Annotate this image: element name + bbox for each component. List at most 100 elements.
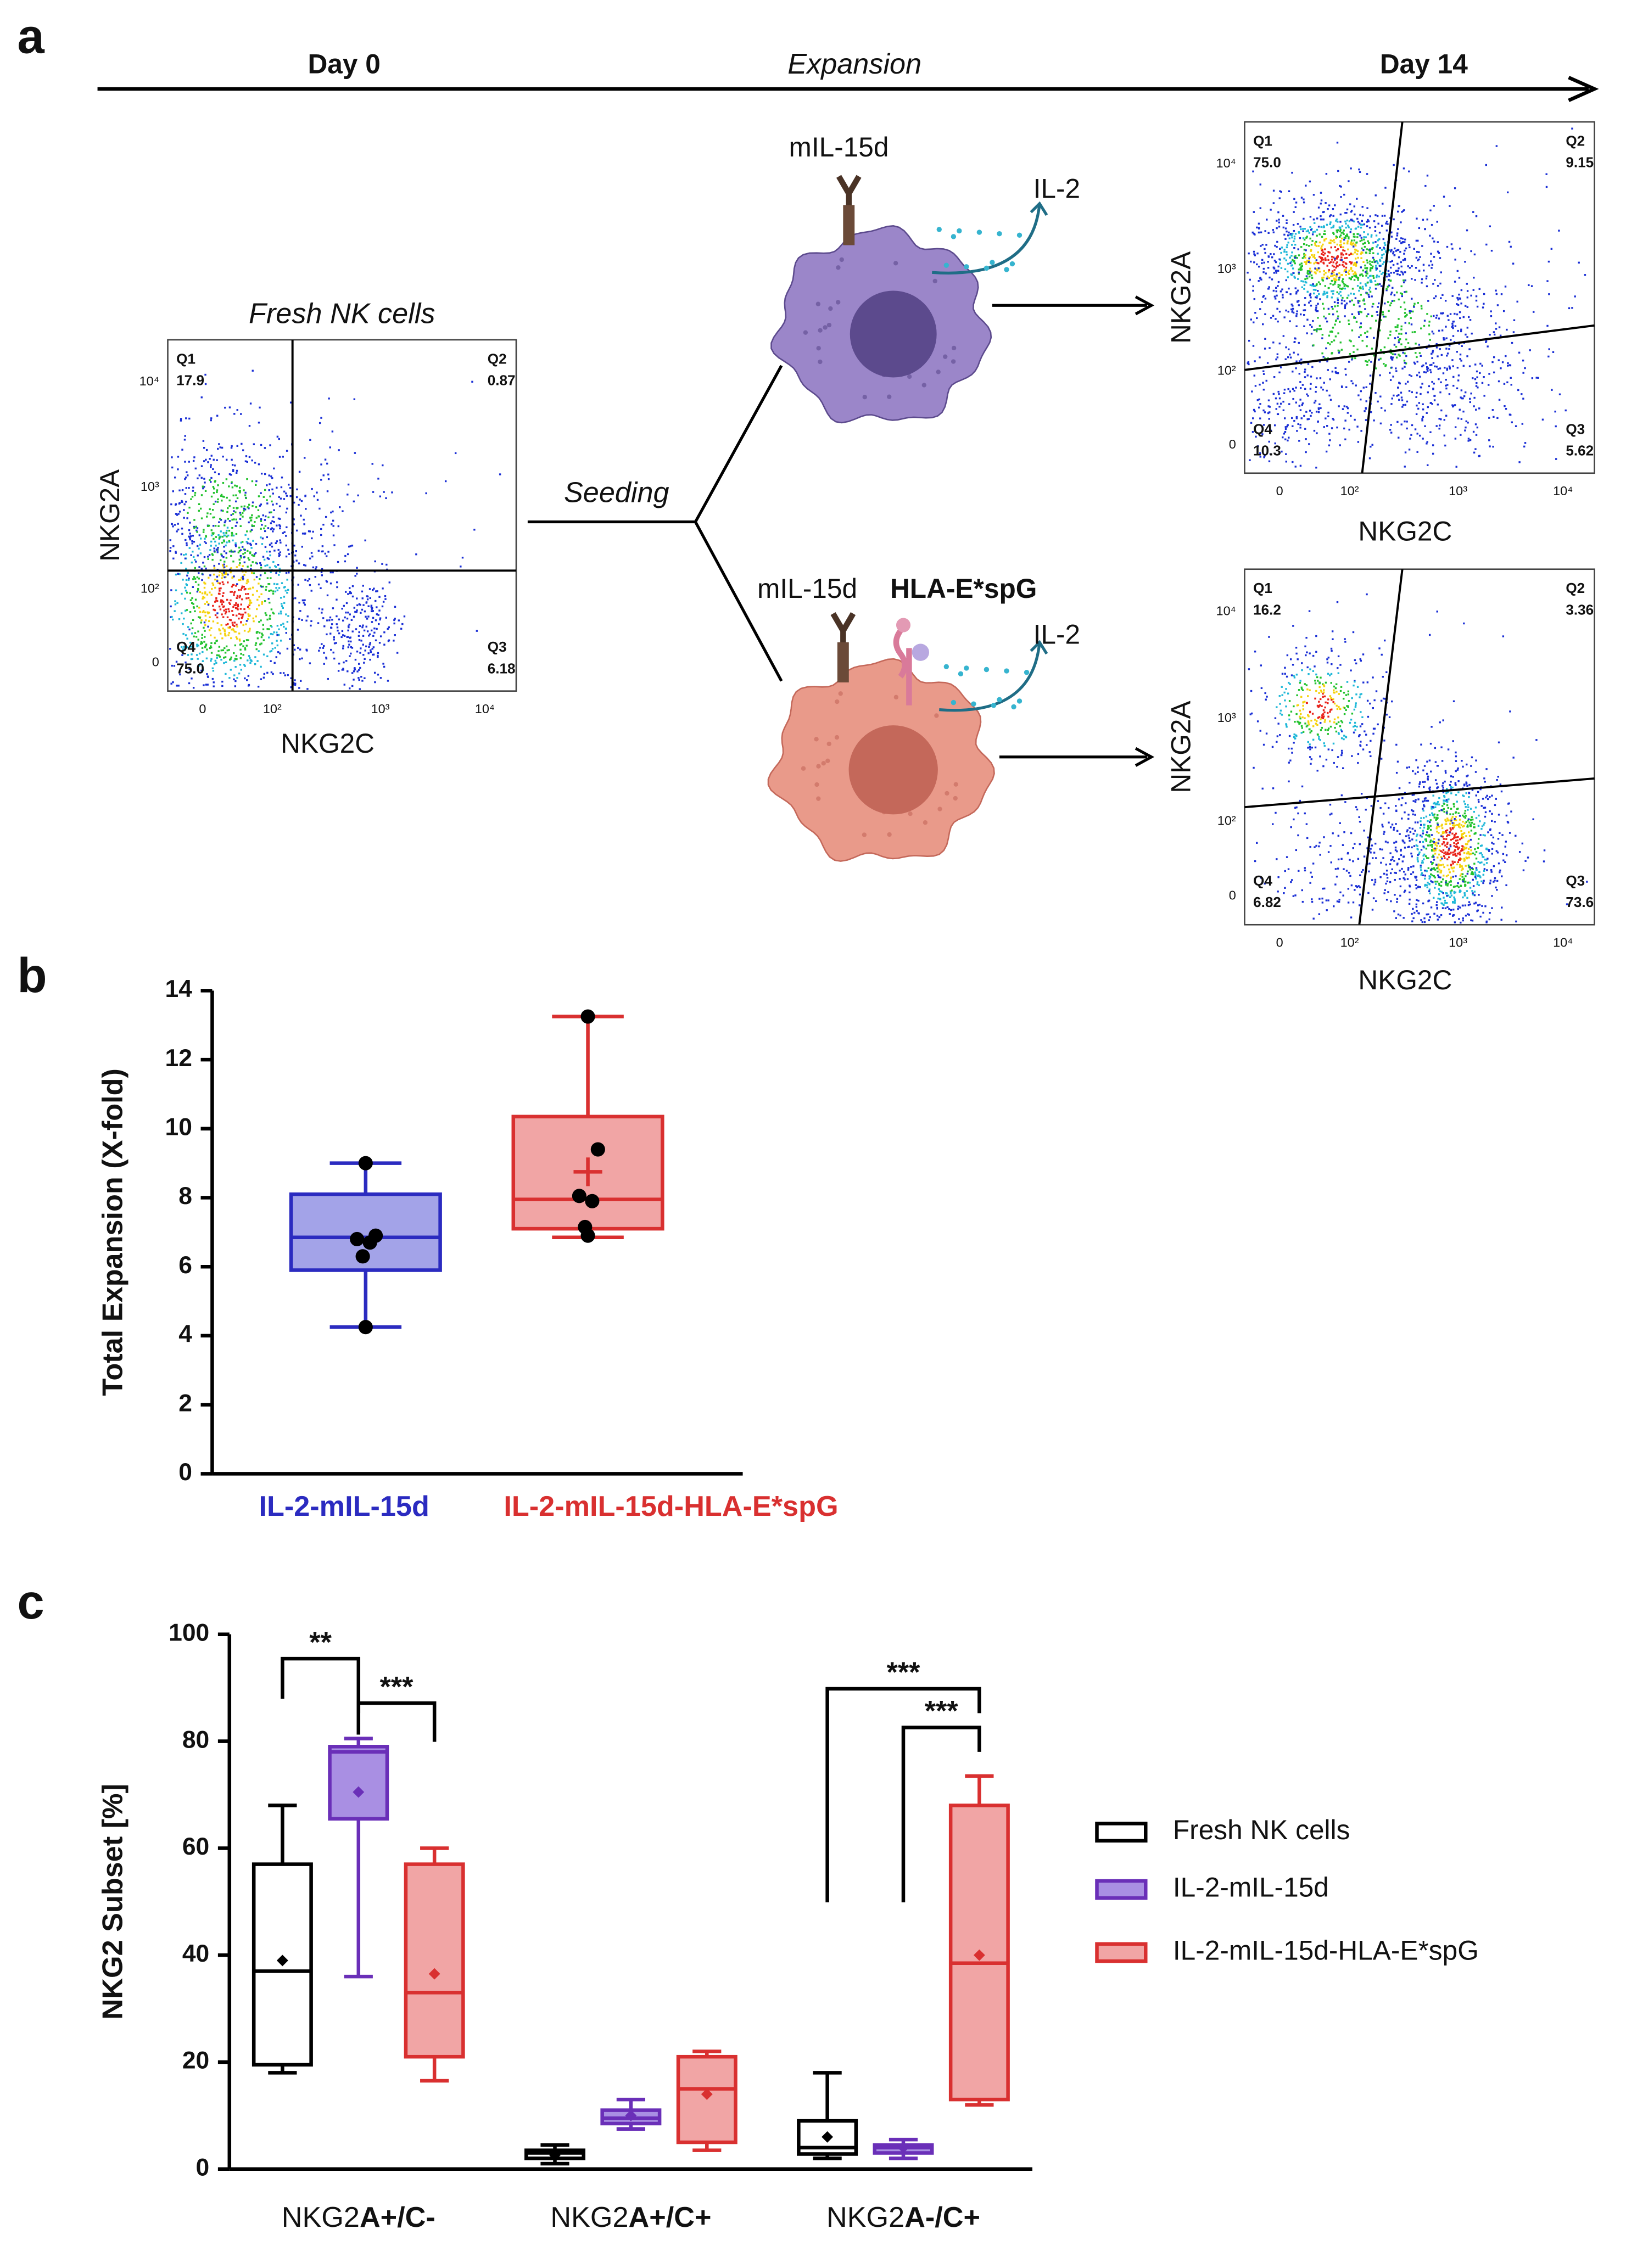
event-dot — [299, 610, 301, 612]
event-dot — [293, 518, 295, 520]
event-dot — [385, 617, 387, 619]
event-dot — [1339, 725, 1342, 727]
event-dot — [1338, 278, 1340, 281]
event-dot — [1418, 258, 1420, 261]
event-dot — [1485, 768, 1488, 770]
event-dot — [1252, 170, 1254, 172]
event-dot — [1430, 260, 1432, 262]
event-dot — [1338, 321, 1341, 323]
event-dot — [204, 490, 207, 492]
event-dot — [1471, 816, 1473, 819]
event-dot — [1338, 693, 1340, 695]
event-dot — [1310, 719, 1312, 722]
event-dot — [1432, 283, 1434, 285]
event-dot — [234, 544, 237, 546]
event-dot — [1279, 734, 1281, 736]
event-dot — [1430, 770, 1432, 772]
event-dot — [1423, 917, 1426, 920]
event-dot — [269, 617, 271, 620]
event-dot — [359, 667, 361, 669]
event-dot — [275, 656, 277, 658]
event-dot — [1348, 323, 1350, 326]
event-dot — [295, 529, 298, 532]
event-dot — [282, 607, 284, 609]
event-dot — [1315, 651, 1317, 653]
event-dot — [1339, 259, 1342, 261]
event-dot — [1323, 689, 1325, 691]
event-dot — [1359, 310, 1361, 313]
receptor-stalk — [843, 205, 855, 245]
event-dot — [1331, 290, 1333, 293]
event-dot — [1328, 334, 1331, 337]
event-dot — [235, 636, 238, 639]
event-dot — [1468, 914, 1470, 916]
event-dot — [375, 590, 377, 592]
event-dot — [377, 656, 379, 658]
event-dot — [247, 542, 249, 545]
event-dot — [1405, 332, 1407, 334]
event-dot — [1427, 391, 1429, 394]
event-dot — [1454, 845, 1457, 848]
event-dot — [1389, 349, 1392, 351]
event-dot — [1331, 331, 1333, 333]
event-dot — [1422, 416, 1424, 418]
event-dot — [1322, 276, 1325, 279]
event-dot — [1424, 838, 1426, 841]
event-dot — [1483, 376, 1485, 378]
event-dot — [1471, 756, 1473, 759]
event-dot — [1404, 366, 1406, 368]
event-dot — [1345, 222, 1347, 225]
event-dot — [1444, 819, 1446, 821]
event-dot — [239, 643, 242, 646]
event-dot — [274, 647, 276, 649]
event-dot — [1343, 270, 1346, 272]
event-dot — [1495, 293, 1498, 295]
event-dot — [1371, 444, 1373, 446]
event-dot — [271, 520, 273, 523]
event-dot — [1284, 438, 1287, 440]
event-dot — [1308, 245, 1310, 247]
event-dot — [264, 600, 266, 602]
event-dot — [1313, 254, 1316, 256]
event-dot — [1449, 205, 1451, 207]
event-dot — [1391, 260, 1393, 262]
event-dot — [1264, 692, 1266, 695]
event-dot — [1357, 394, 1360, 396]
event-dot — [246, 478, 248, 480]
event-dot — [1390, 432, 1393, 434]
event-dot — [1459, 317, 1461, 320]
event-dot — [1314, 665, 1316, 668]
event-dot — [1376, 311, 1378, 313]
event-dot — [368, 643, 371, 646]
event-dot — [1278, 197, 1281, 199]
event-dot — [292, 682, 295, 684]
event-dot — [1484, 781, 1486, 783]
event-dot — [1423, 846, 1426, 849]
event-dot — [1466, 843, 1468, 845]
event-dot — [1460, 830, 1462, 832]
event-dot — [238, 639, 241, 641]
event-dot — [1384, 250, 1387, 253]
event-dot — [1430, 315, 1432, 317]
event-dot — [227, 573, 229, 576]
event-dot — [236, 614, 238, 617]
event-dot — [277, 517, 280, 520]
event-dot — [362, 654, 365, 656]
event-dot — [1298, 440, 1300, 442]
event-dot — [1338, 293, 1340, 295]
event-dot — [1336, 273, 1338, 276]
event-dot — [1412, 865, 1415, 867]
event-dot — [1292, 267, 1294, 270]
event-dot — [1342, 246, 1344, 249]
event-dot — [248, 558, 250, 561]
event-dot — [1365, 386, 1367, 388]
event-dot — [271, 648, 274, 650]
event-dot — [1354, 721, 1356, 724]
event-dot — [1413, 793, 1415, 796]
event-dot — [1500, 293, 1503, 295]
event-dot — [1317, 262, 1320, 265]
event-dot — [206, 684, 209, 686]
event-dot — [323, 625, 326, 628]
event-dot — [280, 640, 282, 642]
event-dot — [1472, 819, 1474, 821]
